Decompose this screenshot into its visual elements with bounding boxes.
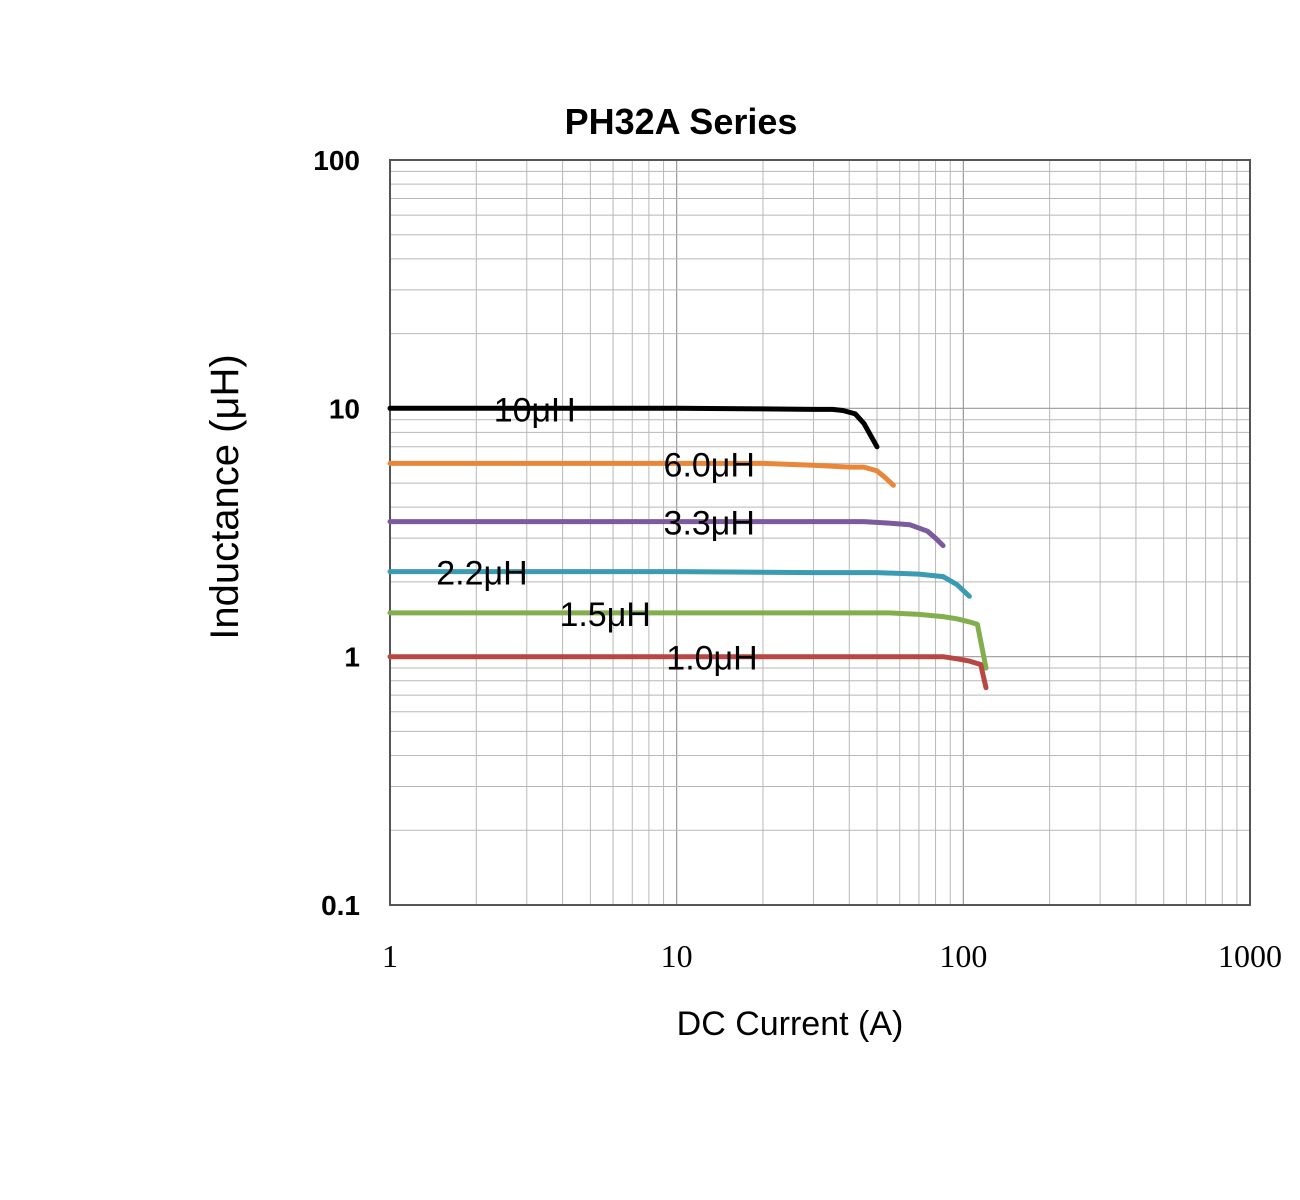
grid	[389, 160, 1250, 906]
x-tick-label: 1000	[1218, 938, 1282, 974]
series-labels: 10μH 6.0μH 3.3μH 2.2μH 1.5μH 1.0μH	[436, 391, 757, 677]
series-line-3	[387, 569, 972, 599]
series-line-1	[387, 460, 896, 488]
y-axis-label: Inductance (μH)	[203, 354, 247, 639]
chart-title: PH32A Series	[565, 101, 798, 142]
plot-frame	[389, 159, 1251, 906]
x-tick-label: 1	[382, 938, 398, 974]
series-label: 6.0μH	[664, 446, 755, 484]
y-axis-ticks: 100 10 1 0.1	[313, 145, 360, 921]
y-tick-label: 0.1	[321, 890, 360, 921]
series-line-2	[387, 519, 946, 549]
x-axis-ticks: 1 10 100 1000	[382, 938, 1282, 974]
series-line-4	[387, 610, 989, 671]
series-line-0	[387, 405, 880, 450]
x-axis-label: DC Current (A)	[677, 1005, 904, 1043]
x-tick-label: 10	[661, 938, 693, 974]
series-label: 1.5μH	[559, 596, 650, 634]
series-label: 2.2μH	[436, 555, 527, 593]
y-tick-label: 1	[344, 642, 360, 673]
series-line-5	[387, 654, 989, 691]
series-label: 10μH	[494, 391, 576, 429]
series-label: 3.3μH	[664, 505, 755, 543]
y-tick-label: 100	[313, 145, 360, 176]
y-tick-label: 10	[329, 393, 360, 424]
series-group	[387, 405, 989, 691]
x-tick-label: 100	[939, 938, 987, 974]
series-label: 1.0μH	[666, 640, 757, 678]
